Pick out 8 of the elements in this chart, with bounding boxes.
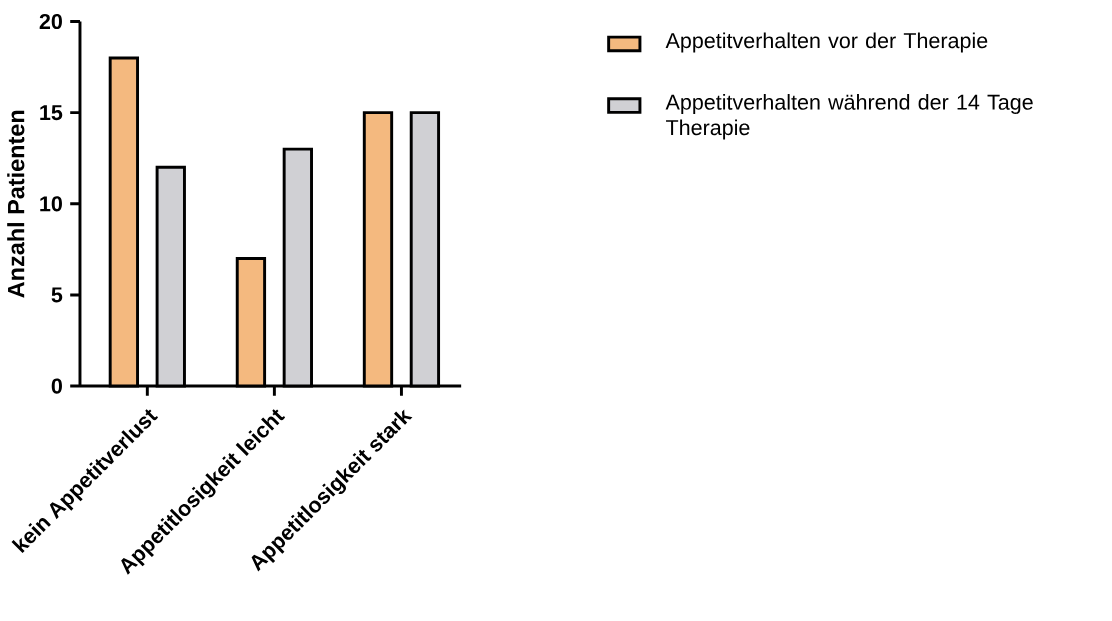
y-tick-label: 0: [51, 378, 62, 394]
y-tick-label: 10: [40, 196, 62, 212]
y-tick-label: 5: [51, 287, 63, 303]
legend-label: Appetitverhalten vor der Therapie: [665, 32, 988, 53]
y-tick-label: 20: [39, 14, 62, 30]
legend-label: Appetitverhalten während der 14 Tage Therapie: [665, 94, 1033, 140]
y-tick-label: 15: [40, 105, 63, 121]
y-axis-title: Anzahl Patienten: [7, 110, 25, 298]
